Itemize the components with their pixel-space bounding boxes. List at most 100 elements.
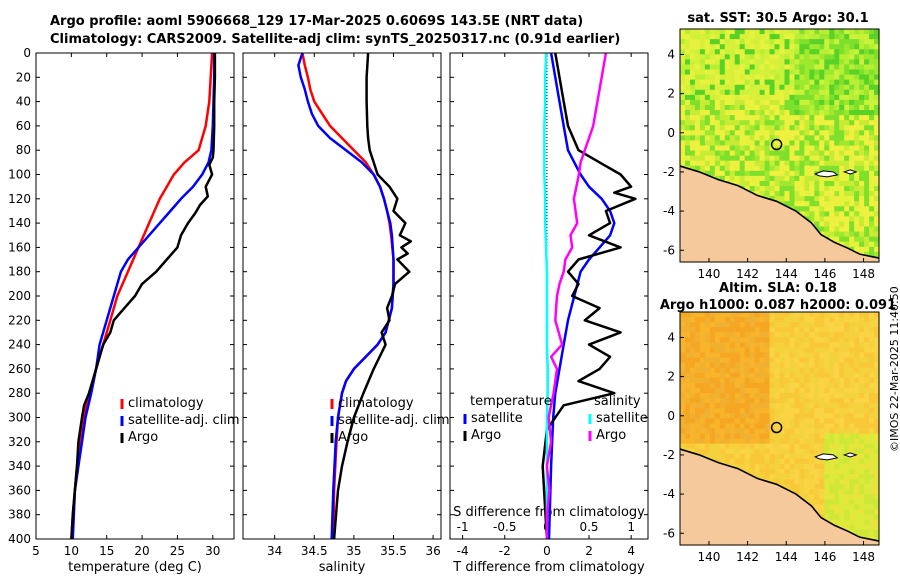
- map-cell: [744, 39, 751, 45]
- map-cell: [754, 469, 761, 475]
- map-cell: [859, 408, 865, 414]
- map-cell: [719, 79, 726, 86]
- map-cell: [719, 29, 726, 35]
- map-cell: [874, 79, 880, 86]
- map-cell: [734, 372, 741, 379]
- map-cell: [694, 150, 701, 157]
- map-cell: [854, 312, 860, 318]
- map-cell: [874, 211, 880, 218]
- map-cell: [784, 104, 791, 111]
- map-cell: [819, 337, 825, 343]
- map-cell: [814, 44, 820, 50]
- map-cell: [709, 79, 716, 86]
- x-tick-label: 2: [585, 544, 593, 558]
- map-cell: [854, 362, 860, 369]
- map-frame: [679, 28, 880, 263]
- map-cell: [859, 221, 865, 228]
- map-cell: [729, 408, 736, 414]
- map-cell: [684, 59, 691, 66]
- map-cell: [819, 64, 825, 71]
- map-cell: [799, 408, 805, 414]
- map-cell: [824, 489, 830, 495]
- map-cell: [739, 140, 746, 147]
- map-cell: [684, 342, 691, 349]
- map-cell: [699, 433, 706, 440]
- map-cell: [729, 145, 736, 152]
- map-cell: [844, 347, 850, 354]
- map-cell: [849, 403, 855, 409]
- map-cell: [869, 504, 875, 511]
- map-cell: [854, 484, 860, 490]
- map-cell: [774, 387, 781, 394]
- map-cell: [729, 312, 736, 318]
- map-cell: [809, 367, 815, 374]
- map-cell: [699, 342, 706, 349]
- map-cell: [829, 428, 835, 435]
- map-cell: [834, 372, 840, 379]
- map-cell: [699, 140, 706, 147]
- map-cell: [739, 104, 746, 111]
- map-cell: [869, 428, 875, 435]
- map-cell: [874, 59, 880, 66]
- map-cell: [844, 489, 850, 495]
- map-cell: [869, 44, 875, 50]
- map-cell: [699, 39, 706, 45]
- map-cell: [794, 352, 800, 359]
- map-cell: [789, 160, 796, 167]
- map-cell: [804, 34, 810, 40]
- map-cell: [709, 29, 716, 35]
- map-cell: [774, 372, 781, 379]
- map-cell: [849, 504, 855, 511]
- map-cell: [799, 155, 805, 162]
- map-cell: [709, 342, 716, 349]
- map-cell: [874, 393, 880, 399]
- map-cell: [754, 186, 761, 192]
- map-cell: [839, 337, 845, 343]
- map-cell: [844, 382, 850, 389]
- map-cell: [779, 453, 786, 460]
- map-cell: [829, 382, 835, 389]
- map-cell: [779, 191, 786, 197]
- map-cell: [799, 59, 805, 66]
- map-cell: [704, 165, 711, 172]
- map-cell: [729, 438, 736, 445]
- map-cell: [729, 44, 736, 50]
- map-cell: [799, 403, 805, 409]
- map-cell: [854, 191, 860, 197]
- map-cell: [729, 69, 736, 76]
- map-cell: [864, 39, 870, 45]
- map-cell: [694, 327, 701, 333]
- map-cell: [809, 382, 815, 389]
- map-cell: [724, 433, 731, 440]
- map-cell: [849, 241, 855, 248]
- map-cell: [709, 84, 716, 91]
- map-cell: [859, 382, 865, 389]
- map-cell: [734, 443, 741, 450]
- map-cell: [759, 433, 766, 440]
- map-cell: [809, 160, 815, 167]
- map-cell: [779, 120, 786, 126]
- map-cell: [694, 54, 701, 60]
- map-cell: [824, 120, 830, 126]
- map-cell: [774, 357, 781, 364]
- map-cell: [759, 408, 766, 414]
- map-cell: [684, 367, 691, 374]
- map-cell: [699, 347, 706, 354]
- map-cell: [699, 155, 706, 162]
- map-cell: [799, 489, 805, 495]
- map-cell: [719, 357, 726, 364]
- map-cell: [739, 39, 746, 45]
- map-cell: [864, 104, 870, 111]
- map-cell: [799, 160, 805, 167]
- map-cell: [799, 337, 805, 343]
- map-cell: [704, 59, 711, 66]
- map-cell: [874, 534, 880, 541]
- map-cell: [759, 362, 766, 369]
- map-cell: [724, 170, 731, 177]
- map-cell: [719, 443, 726, 450]
- map-cell: [759, 387, 766, 394]
- map-cell: [864, 479, 870, 485]
- map-cell: [699, 145, 706, 152]
- map-cell: [819, 382, 825, 389]
- map-cell: [774, 115, 781, 121]
